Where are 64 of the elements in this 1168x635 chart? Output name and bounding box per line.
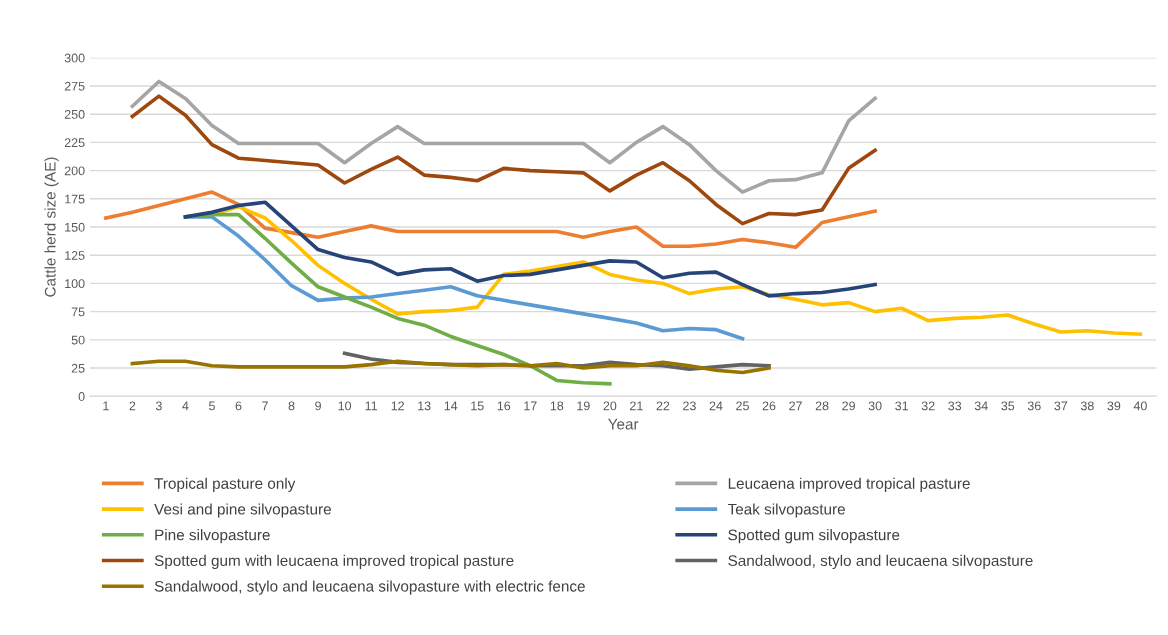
x-tick-label: 2 [129,401,136,411]
x-tick-label: 14 [444,401,458,411]
x-tick-label: 26 [762,401,776,411]
x-tick-label: 31 [895,401,908,411]
x-tick-label: 23 [683,401,696,411]
x-tick-label: 11 [365,401,377,411]
x-tick-label: 25 [736,401,749,411]
x-axis-title: Year [608,418,639,430]
x-tick-label: 36 [1027,401,1041,411]
x-tick-label: 28 [815,401,829,411]
x-tick-label: 8 [288,401,295,411]
x-tick-label: 1 [103,401,109,411]
x-tick-label: 10 [338,401,352,411]
x-tick-label: 27 [789,401,802,411]
y-tick-label: 150 [65,222,85,232]
y-tick-label: 175 [65,194,85,204]
x-tick-label: 5 [208,401,215,411]
x-tick-label: 16 [497,401,511,411]
x-tick-label: 19 [577,401,590,411]
y-tick-label: 25 [71,363,85,373]
x-tick-label: 40 [1133,401,1147,411]
x-tick-label: 34 [974,401,988,411]
legend-label: Leucaena improved tropical pasture [728,477,970,492]
x-tick-label: 32 [921,401,935,411]
y-tick-label: 300 [64,53,85,63]
x-tick-label: 6 [235,401,242,411]
x-tick-label: 15 [471,401,484,411]
x-tick-label: 7 [262,401,268,411]
legend-label: Teak silvopasture [727,503,845,518]
legend-label: Sandalwood, stylo and leucaena silvopasture with electric fence [154,580,585,595]
y-tick-label: 225 [64,138,85,148]
legend-label: Tropical pasture only [154,477,296,492]
y-tick-label: 100 [65,279,85,289]
legend-label: Pine silvopasture [155,529,270,544]
y-tick-label: 0 [78,392,85,401]
y-axis-title: Cattle herd size (AE) [44,157,59,297]
x-tick-label: 38 [1080,401,1094,411]
y-tick-label: 75 [71,307,85,317]
x-tick-label: 30 [868,401,882,411]
x-tick-label: 9 [315,401,321,411]
x-tick-label: 22 [656,401,670,411]
y-tick-label: 250 [64,109,85,119]
x-tick-label: 37 [1054,401,1068,411]
y-tick-label: 125 [65,251,85,260]
legend-label: Sandalwood, stylo and leucaena silvopasture [728,554,1033,570]
x-tick-label: 13 [418,401,431,411]
x-tick-label: 35 [1001,401,1015,411]
legend-label: Spotted gum with leucaena improved tropical pasture [154,554,514,570]
x-tick-label: 3 [155,401,162,411]
y-tick-label: 275 [64,81,85,91]
x-tick-label: 21 [630,401,643,411]
x-tick-label: 12 [391,401,404,411]
x-tick-label: 4 [182,401,189,411]
x-tick-label: 24 [709,401,723,411]
legend-label: Spotted gum silvopasture [728,529,900,544]
x-tick-label: 20 [603,401,617,411]
x-tick-label: 33 [948,401,962,411]
y-tick-label: 50 [71,335,85,345]
x-tick-label: 17 [524,401,537,411]
legend-label: Vesi and pine silvopasture [154,503,331,518]
x-tick-label: 39 [1107,401,1121,411]
y-tick-label: 200 [64,166,85,176]
x-tick-label: 18 [550,401,564,411]
x-tick-label: 29 [842,401,855,411]
